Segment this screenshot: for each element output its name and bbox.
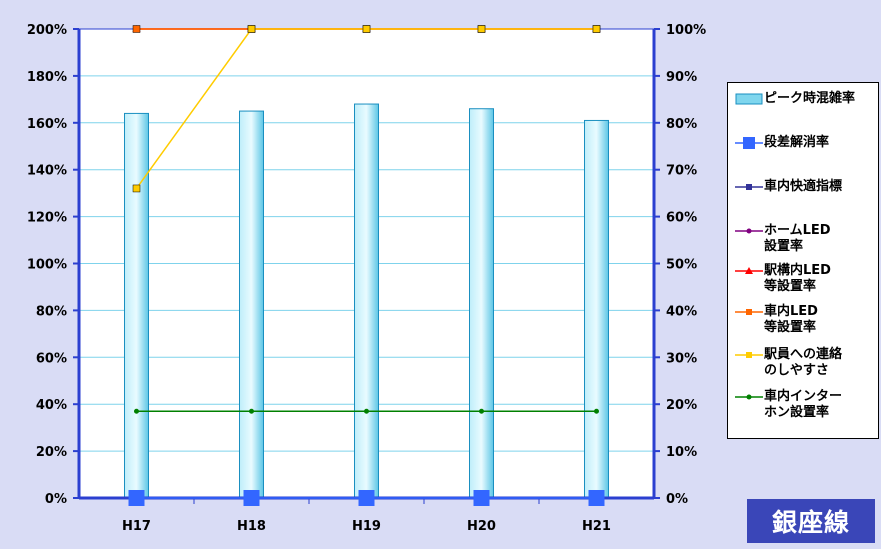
right-tick-label: 40%	[666, 304, 697, 319]
left-tick-label: 180%	[27, 70, 67, 85]
point-series-6	[247, 25, 256, 33]
legend-label: 駅構内LED 等設置率	[764, 263, 831, 294]
legend-label: 段差解消率	[764, 135, 830, 150]
legend-label: ホームLED 設置率	[764, 223, 831, 254]
point-series-1	[588, 490, 605, 506]
bar-H20	[469, 108, 494, 499]
point-series-7	[249, 408, 254, 414]
legend-item: ホームLED 設置率	[734, 223, 831, 255]
right-tick-label: 30%	[666, 351, 697, 366]
bar-H18	[239, 110, 264, 499]
legend-key	[734, 263, 764, 279]
point-series-7	[364, 408, 369, 414]
left-tick-label: 80%	[36, 304, 67, 319]
bar-H19	[354, 103, 379, 499]
point-series-6	[592, 25, 601, 33]
bar-H21	[584, 119, 609, 499]
point-series-1	[358, 490, 375, 506]
right-tick-label: 50%	[666, 258, 697, 273]
point-series-5	[132, 25, 141, 33]
right-tick-label: 0%	[666, 492, 688, 507]
legend-key	[734, 223, 764, 239]
right-tick-label: 100%	[666, 23, 706, 38]
point-series-6	[132, 184, 141, 193]
legend-label: 駅員への連絡 のしやすさ	[764, 347, 843, 378]
legend-label: 車内インター ホン設置率	[764, 389, 843, 420]
right-tick-label: 70%	[666, 164, 697, 179]
right-tick-label: 90%	[666, 70, 697, 85]
left-tick-label: 40%	[36, 398, 67, 413]
bar-H17	[124, 112, 149, 499]
left-tick-label: 0%	[45, 492, 67, 507]
left-tick-label: 60%	[36, 351, 67, 366]
line-name-badge: 銀座線	[747, 499, 875, 543]
left-tick-label: 20%	[36, 445, 67, 460]
left-tick-label: 200%	[27, 23, 67, 38]
legend-key	[734, 304, 764, 320]
legend-key	[734, 347, 764, 363]
x-tick-label: H21	[582, 519, 611, 534]
x-tick-label: H18	[237, 519, 266, 534]
point-series-7	[134, 408, 139, 414]
legend: ピーク時混雑率 段差解消率車内快適指標ホームLED 設置率 駅構内LED 等設置率車…	[727, 82, 879, 439]
x-tick-label: H20	[467, 519, 496, 534]
legend-item: 車内快適指標	[734, 179, 842, 195]
left-tick-label: 160%	[27, 117, 67, 132]
right-tick-label: 10%	[666, 445, 697, 460]
legend-key	[734, 179, 764, 195]
right-tick-label: 60%	[666, 211, 697, 226]
x-tick-label: H17	[122, 519, 151, 534]
legend-key	[734, 135, 764, 151]
legend-item: 車内LED 等設置率	[734, 304, 818, 336]
legend-item: 車内インター ホン設置率	[734, 389, 842, 421]
legend-item: 段差解消率	[734, 135, 829, 151]
point-series-1	[243, 490, 260, 506]
point-series-1	[128, 490, 145, 506]
legend-label: ピーク時混雑率	[764, 91, 856, 106]
point-series-6	[362, 25, 371, 33]
left-tick-label: 140%	[27, 164, 67, 179]
right-tick-label: 80%	[666, 117, 697, 132]
legend-key	[734, 91, 764, 107]
legend-item: 駅員への連絡 のしやすさ	[734, 347, 842, 379]
right-tick-label: 20%	[666, 398, 697, 413]
legend-label: 車内LED 等設置率	[764, 304, 818, 335]
point-series-7	[479, 408, 484, 414]
x-tick-label: H19	[352, 519, 381, 534]
legend-item: 駅構内LED 等設置率	[734, 263, 831, 295]
point-series-7	[594, 408, 599, 414]
point-series-6	[477, 25, 486, 33]
legend-key	[734, 389, 764, 405]
legend-item: ピーク時混雑率	[734, 91, 855, 107]
left-tick-label: 100%	[27, 258, 67, 273]
left-tick-label: 120%	[27, 211, 67, 226]
point-series-1	[473, 490, 490, 506]
legend-label: 車内快適指標	[764, 179, 843, 194]
